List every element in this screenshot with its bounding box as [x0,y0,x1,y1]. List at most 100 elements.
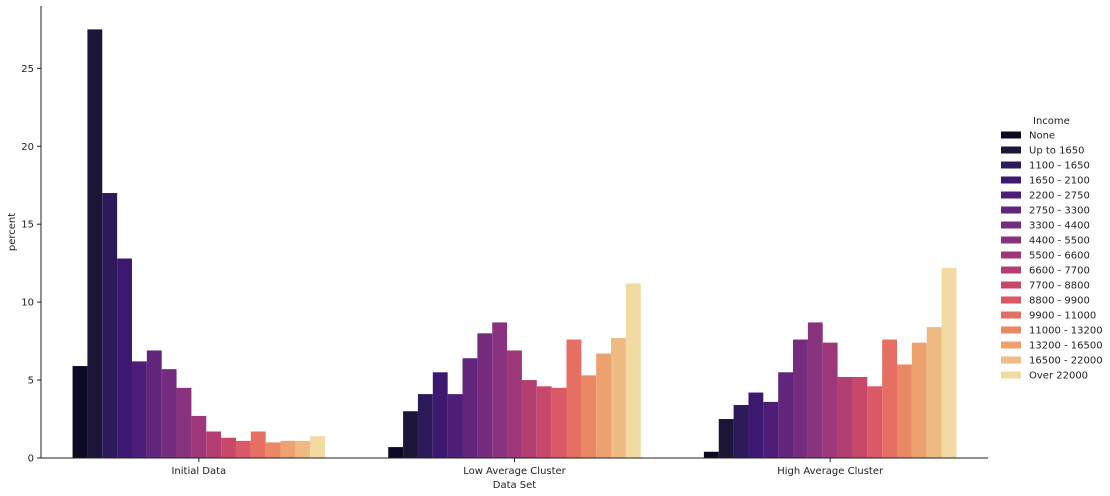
bar [117,258,132,458]
legend-swatch [1001,146,1021,154]
legend-swatch [1001,266,1021,274]
legend-label: 8800 - 9900 [1029,296,1090,307]
bar [102,193,118,458]
bar [447,394,463,458]
bar [295,440,311,458]
bar [625,283,641,458]
bar [477,333,493,458]
y-tick-label: 15 [21,220,34,231]
x-ticks: Initial Data Low Average Cluster High Aver… [171,458,884,477]
bar [176,387,192,458]
bar [941,267,957,458]
y-axis-label: percent [7,213,18,251]
legend-items: None Up to 1650 1100 - 1650 1650 - 2100 2200… [1001,131,1103,382]
bar [852,376,868,458]
x-tick-label: High Average Cluster [777,466,884,477]
legend-label: 9900 - 11000 [1029,311,1096,322]
legend-swatch [1001,326,1021,334]
y-tick-label: 25 [21,64,34,75]
y-tick-label: 0 [28,454,34,465]
legend-label: 16500 - 22000 [1029,356,1103,367]
legend-label: 5500 - 6600 [1029,251,1090,262]
bar [72,366,88,458]
bar [265,442,281,458]
y-tick-label: 10 [21,298,34,309]
bar [581,375,597,458]
bar [221,437,236,458]
bar [131,361,147,458]
legend-swatch [1001,191,1021,199]
bar [911,342,927,458]
legend-swatch [1001,356,1021,364]
bar [596,353,612,458]
legend-label: 6600 - 7700 [1029,266,1090,277]
legend-label: 4400 - 5500 [1029,236,1090,247]
bar [388,447,404,458]
legend: Income None Up to 1650 1100 - 1650 1650 - 2… [1001,116,1103,382]
bar [703,451,719,458]
y-ticks: 0 5 10 15 20 25 [21,64,41,465]
bar [462,358,478,458]
legend-title: Income [1033,116,1070,127]
legend-label: 1650 - 2100 [1029,176,1090,187]
bar [87,29,103,458]
y-tick-label: 20 [21,142,34,153]
legend-swatch [1001,206,1021,214]
legend-label: None [1029,131,1055,142]
bar [793,339,808,458]
bar [403,411,418,458]
bar [822,342,838,458]
legend-label: Over 22000 [1029,371,1088,382]
bar [280,440,296,458]
x-axis-label: Data Set [493,480,537,491]
legend-label: Up to 1650 [1029,146,1085,157]
legend-swatch [1001,161,1021,169]
x-tick-label: Low Average Cluster [463,466,566,477]
bar [748,392,764,458]
bar [161,369,177,458]
bar [417,394,433,458]
bar [432,372,448,458]
legend-label: 3300 - 4400 [1029,221,1090,232]
x-tick-label: Initial Data [171,466,226,477]
bar [897,364,912,458]
bar [566,339,582,458]
bar [492,322,508,458]
bar [536,386,552,458]
legend-swatch [1001,251,1021,259]
bar [882,339,898,458]
bar [718,419,734,458]
bar [521,380,537,458]
legend-label: 7700 - 8800 [1029,281,1090,292]
bar [206,431,222,458]
legend-swatch [1001,236,1021,244]
bar [807,322,823,458]
legend-swatch [1001,176,1021,184]
legend-label: 2200 - 2750 [1029,191,1090,202]
legend-swatch [1001,371,1021,379]
bar [778,372,794,458]
bar [763,401,779,458]
y-tick-label: 5 [28,376,34,387]
legend-swatch [1001,131,1021,139]
bar [867,386,883,458]
bar [191,415,207,458]
legend-label: 11000 - 13200 [1029,326,1103,337]
legend-label: 13200 - 16500 [1029,341,1103,352]
legend-swatch [1001,311,1021,319]
bar [926,327,942,458]
legend-label: 2750 - 3300 [1029,206,1090,217]
legend-swatch [1001,341,1021,349]
bar [310,436,326,458]
bar [551,387,567,458]
bar [146,350,162,458]
bars-layer [72,29,957,458]
bar [837,376,853,458]
legend-label: 1100 - 1650 [1029,161,1090,172]
bar [507,350,522,458]
bar [733,405,749,458]
bar [611,337,626,458]
bar [235,440,251,458]
legend-swatch [1001,221,1021,229]
